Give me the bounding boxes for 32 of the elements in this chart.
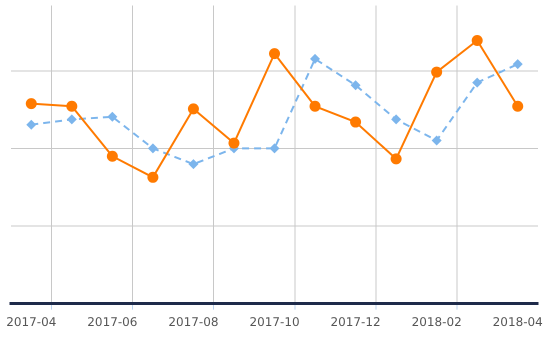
x-tick-label: 2017-12 (330, 314, 381, 329)
point (26, 98, 37, 110)
x-tick-label: 2017-10 (249, 314, 300, 329)
x-tick-label: 2017-04 (6, 314, 56, 329)
point (310, 54, 320, 64)
x-tick-label: 2018-04 (492, 314, 543, 329)
point (391, 114, 402, 124)
point (148, 143, 158, 154)
point (107, 112, 118, 122)
x-tick-label: 2017-06 (87, 314, 138, 329)
point (106, 150, 118, 162)
point (66, 114, 77, 124)
point (269, 48, 280, 60)
point (310, 100, 321, 112)
point (188, 159, 198, 170)
point (228, 138, 240, 149)
point (472, 78, 482, 88)
point (66, 100, 78, 112)
point (147, 172, 158, 183)
point (512, 59, 523, 70)
point (270, 143, 280, 154)
point (512, 100, 524, 112)
point (432, 135, 442, 146)
point (26, 120, 36, 130)
point (431, 66, 442, 78)
point (350, 116, 362, 128)
x-tick-label: 2017-08 (168, 314, 218, 329)
point (472, 34, 483, 46)
x-tick-label: 2018-02 (412, 314, 462, 329)
point (350, 80, 361, 90)
point (390, 153, 402, 164)
point (188, 103, 199, 114)
